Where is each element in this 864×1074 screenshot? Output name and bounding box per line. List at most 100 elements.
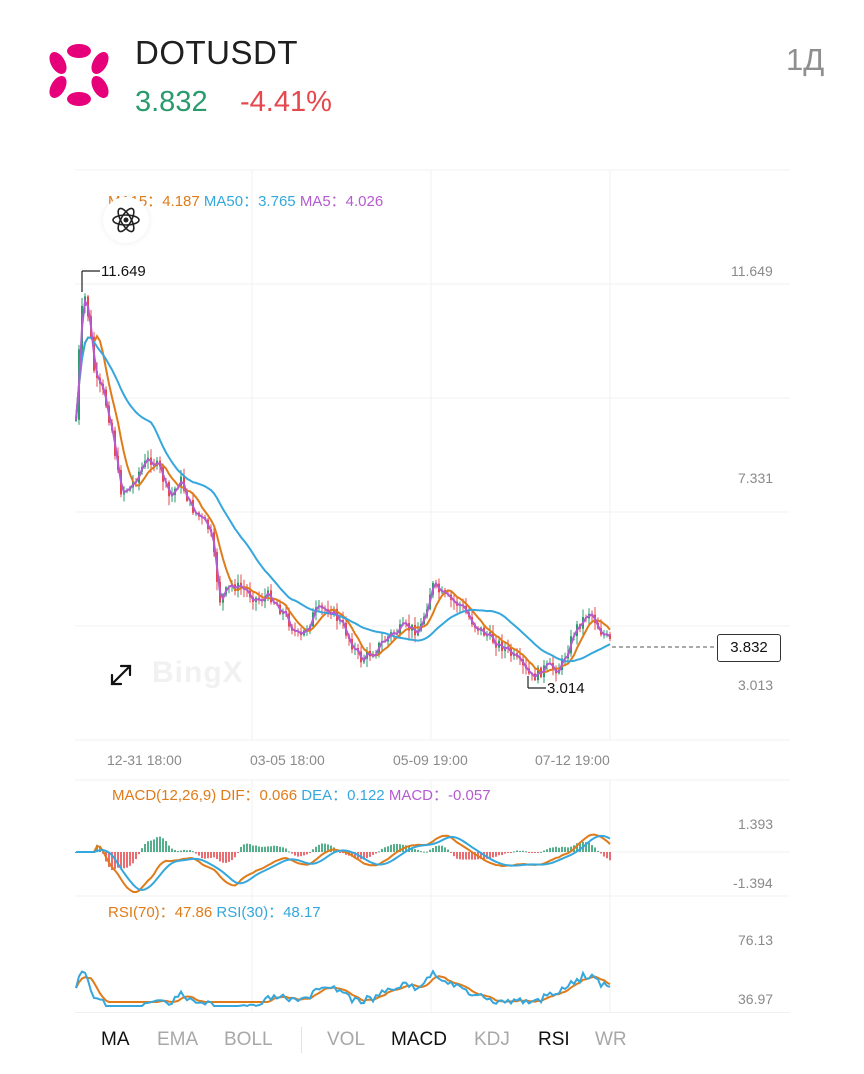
- macd-bar: [516, 850, 518, 852]
- macd-bar: [303, 852, 305, 856]
- price-axis-label: 7.331: [738, 470, 774, 486]
- macd-bar: [465, 852, 467, 860]
- tab-boll[interactable]: BOLL: [224, 1029, 273, 1050]
- macd-bar: [609, 852, 611, 861]
- macd-bar: [120, 852, 122, 868]
- atom-icon[interactable]: [103, 197, 149, 243]
- tab-kdj[interactable]: KDJ: [474, 1029, 510, 1050]
- macd-bar: [168, 845, 170, 852]
- rsi70-label: RSI(70)：: [108, 904, 175, 921]
- macd-bar: [603, 852, 605, 857]
- last-price: 3.832: [135, 86, 208, 118]
- macd-bar: [315, 846, 317, 852]
- ma5-line: [75, 298, 611, 679]
- macd-bar: [288, 851, 290, 853]
- macd-bar: [138, 852, 140, 855]
- macd-axis-label: -1.394: [733, 875, 773, 891]
- macd-bar: [486, 852, 488, 859]
- tab-wr[interactable]: WR: [595, 1029, 627, 1050]
- macd-bar: [339, 852, 341, 853]
- macd-bar: [324, 843, 326, 852]
- macd-bar: [192, 851, 194, 853]
- macd-bar: [378, 851, 380, 853]
- macd-bar: [459, 852, 461, 860]
- macd-bar: [585, 842, 587, 852]
- rsi30-label: RSI(30)：: [216, 904, 284, 921]
- macd-bar: [510, 852, 512, 853]
- tab-vol[interactable]: VOL: [327, 1029, 366, 1050]
- macd-bar: [579, 842, 581, 852]
- dea-value: 0.122: [347, 787, 385, 804]
- low-marker-label: 3.014: [547, 680, 585, 697]
- macd-bar: [591, 845, 593, 852]
- ma15-value: 4.187: [162, 193, 200, 210]
- macd-bar: [279, 846, 281, 852]
- macd-bar: [498, 852, 500, 856]
- price-axis-label: 11.649: [731, 263, 773, 279]
- ma5-label: MA5：: [299, 193, 346, 210]
- macd-bar: [153, 839, 155, 852]
- ma5-value: 4.026: [345, 193, 384, 210]
- macd-bar: [525, 851, 527, 853]
- macd-bar: [513, 851, 515, 853]
- macd-bar: [600, 852, 602, 854]
- macd-bar: [141, 848, 143, 852]
- macd-bar: [246, 843, 248, 852]
- macd-bar: [531, 852, 533, 853]
- macd-bar: [606, 852, 608, 859]
- macd-bar: [240, 846, 242, 852]
- rsi-legend: RSI(70)：47.86 RSI(30)：48.17: [108, 901, 321, 922]
- macd-bar: [312, 849, 314, 852]
- polkadot-logo-icon: [49, 44, 109, 106]
- header: DOTUSDT 3.832 -4.41% 1Д: [0, 0, 864, 140]
- macd-bar: [261, 846, 263, 852]
- macd-bar: [291, 852, 293, 854]
- macd-bar: [384, 847, 386, 852]
- candle-body: [609, 634, 611, 639]
- tab-macd[interactable]: MACD: [391, 1029, 447, 1050]
- current-price-box: 3.832: [717, 634, 781, 662]
- macd-dea-line: [76, 834, 611, 892]
- rsi-axis-label: 76.13: [738, 932, 774, 948]
- macd-bar: [123, 852, 125, 869]
- ma50-value: 3.765: [258, 193, 296, 210]
- macd-bar: [285, 848, 287, 852]
- macd-histogram: [75, 836, 611, 871]
- macd-bar: [501, 852, 503, 856]
- macd-bar: [420, 851, 422, 853]
- macd-bar: [171, 848, 173, 852]
- macd-legend: MACD(12,26,9) DIF：0.066 DEA：0.122 MACD：-…: [112, 784, 491, 805]
- expand-icon[interactable]: [108, 662, 134, 688]
- tab-ema[interactable]: EMA: [157, 1029, 199, 1050]
- dif-value: 0.066: [259, 787, 298, 804]
- macd-bar: [207, 852, 209, 859]
- macd-bar: [132, 852, 134, 864]
- macd-bar: [594, 847, 596, 852]
- tab-ma[interactable]: MA: [101, 1029, 130, 1050]
- macd-bar: [327, 844, 329, 852]
- macd-bar: [558, 847, 560, 852]
- interval-selector[interactable]: 1Д: [786, 42, 825, 77]
- macd-bar: [198, 852, 200, 856]
- macd-bar: [282, 847, 284, 852]
- macd-bar: [456, 852, 458, 859]
- macd-bar: [210, 852, 212, 858]
- macd-bar: [156, 837, 158, 852]
- macd-bar: [438, 845, 440, 852]
- macd-bar: [426, 851, 428, 853]
- macd-bar: [129, 852, 131, 866]
- macd-bar: [165, 840, 167, 852]
- macd-bar: [267, 846, 269, 852]
- macd-bar: [543, 850, 545, 852]
- macd-bar: [195, 852, 197, 854]
- macd-bar: [414, 849, 416, 852]
- macd-bar: [222, 852, 224, 863]
- macd-bar: [537, 852, 539, 853]
- macd-bar: [534, 852, 536, 853]
- macd-axis-label: 1.393: [738, 816, 774, 832]
- macd-bar: [144, 844, 146, 852]
- tab-rsi[interactable]: RSI: [538, 1029, 570, 1050]
- macd-bar: [519, 850, 521, 852]
- macd-bar: [561, 846, 563, 852]
